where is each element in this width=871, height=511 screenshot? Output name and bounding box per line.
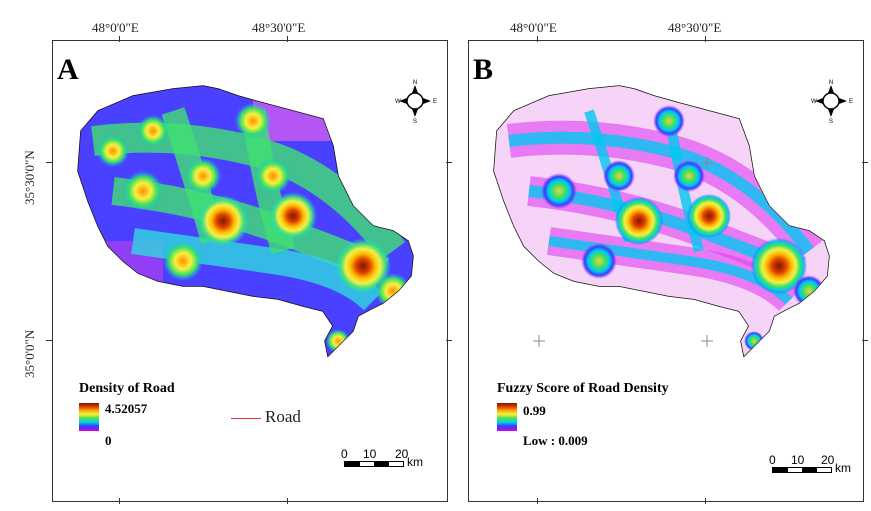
- panel-b-fuzzy-score-map: B N S W E Fuzzy Score of Road Density 0.…: [468, 40, 864, 502]
- north-arrow-icon: N S W E: [811, 80, 853, 123]
- latitude-label-35-0: 35°0'0"N: [22, 329, 37, 378]
- tick-bottom: [287, 498, 288, 504]
- panel-a-scale-unit: km: [407, 455, 423, 469]
- tick-top: [537, 36, 538, 42]
- tick-right: [862, 340, 868, 341]
- tick-mid: [446, 340, 452, 341]
- latitude-label-35-30: 35°30'0"N: [22, 150, 37, 205]
- panel-a-scale-bar: [344, 461, 404, 467]
- compass-w: W: [811, 99, 817, 105]
- panel-a-scale-20: 20: [395, 447, 409, 461]
- panel-b-legend-low: Low : 0.009: [523, 433, 588, 448]
- panel-b-scale-0: 0: [769, 453, 776, 467]
- compass-s: S: [829, 119, 833, 123]
- graticule-crosses: [533, 157, 713, 347]
- panel-b-map-svg: [493, 85, 830, 358]
- tick-top: [287, 36, 288, 42]
- panel-a-letter: A: [57, 53, 79, 86]
- panel-b-legend-title: Fuzzy Score of Road Density: [497, 381, 669, 396]
- panel-a-legend-ramp: [79, 403, 99, 431]
- panel-a-scale-0: 0: [341, 447, 348, 461]
- north-arrow-icon: N S W E: [395, 80, 437, 123]
- compass-s: S: [413, 119, 417, 123]
- road-legend-line: [231, 418, 261, 419]
- tick-left: [46, 162, 52, 163]
- panel-b-legend-ramp: [497, 403, 517, 431]
- tick-bottom: [705, 498, 706, 504]
- compass-w: W: [395, 99, 401, 105]
- panel-a-map-svg: [77, 85, 414, 358]
- longitude-label-48-0-left: 48°0'0"E: [92, 20, 139, 35]
- compass-e: E: [433, 99, 437, 105]
- road-legend-label: Road: [265, 407, 301, 426]
- panel-b-scale-bar: [772, 467, 832, 473]
- panel-b-legend-high: 0.99: [523, 403, 546, 418]
- longitude-label-48-30-left: 48°30'0"E: [252, 20, 306, 35]
- panel-a-legend-low: 0: [105, 433, 112, 448]
- panel-b-scale-unit: km: [835, 461, 851, 475]
- tick-mid: [446, 162, 452, 163]
- panel-b-scale-10: 10: [791, 453, 805, 467]
- tick-left: [46, 340, 52, 341]
- panel-a-legend-high: 4.52057: [105, 401, 148, 416]
- tick-top: [119, 36, 120, 42]
- panel-b-scale-20: 20: [821, 453, 835, 467]
- tick-top: [705, 36, 706, 42]
- compass-e: E: [849, 99, 853, 105]
- longitude-label-48-30-right: 48°30'0"E: [668, 20, 722, 35]
- longitude-label-48-0-right: 48°0'0"E: [510, 20, 557, 35]
- tick-bottom: [119, 498, 120, 504]
- tick-right: [862, 162, 868, 163]
- compass-n: N: [413, 80, 417, 86]
- panel-a-legend-title: Density of Road: [79, 381, 175, 396]
- panel-a-scale-10: 10: [363, 447, 377, 461]
- tick-bottom: [537, 498, 538, 504]
- compass-n: N: [829, 80, 833, 86]
- panel-a-road-density-map: A N S W E Density of Road 4.52057 0 Road…: [52, 40, 448, 502]
- panel-b-letter: B: [473, 53, 494, 86]
